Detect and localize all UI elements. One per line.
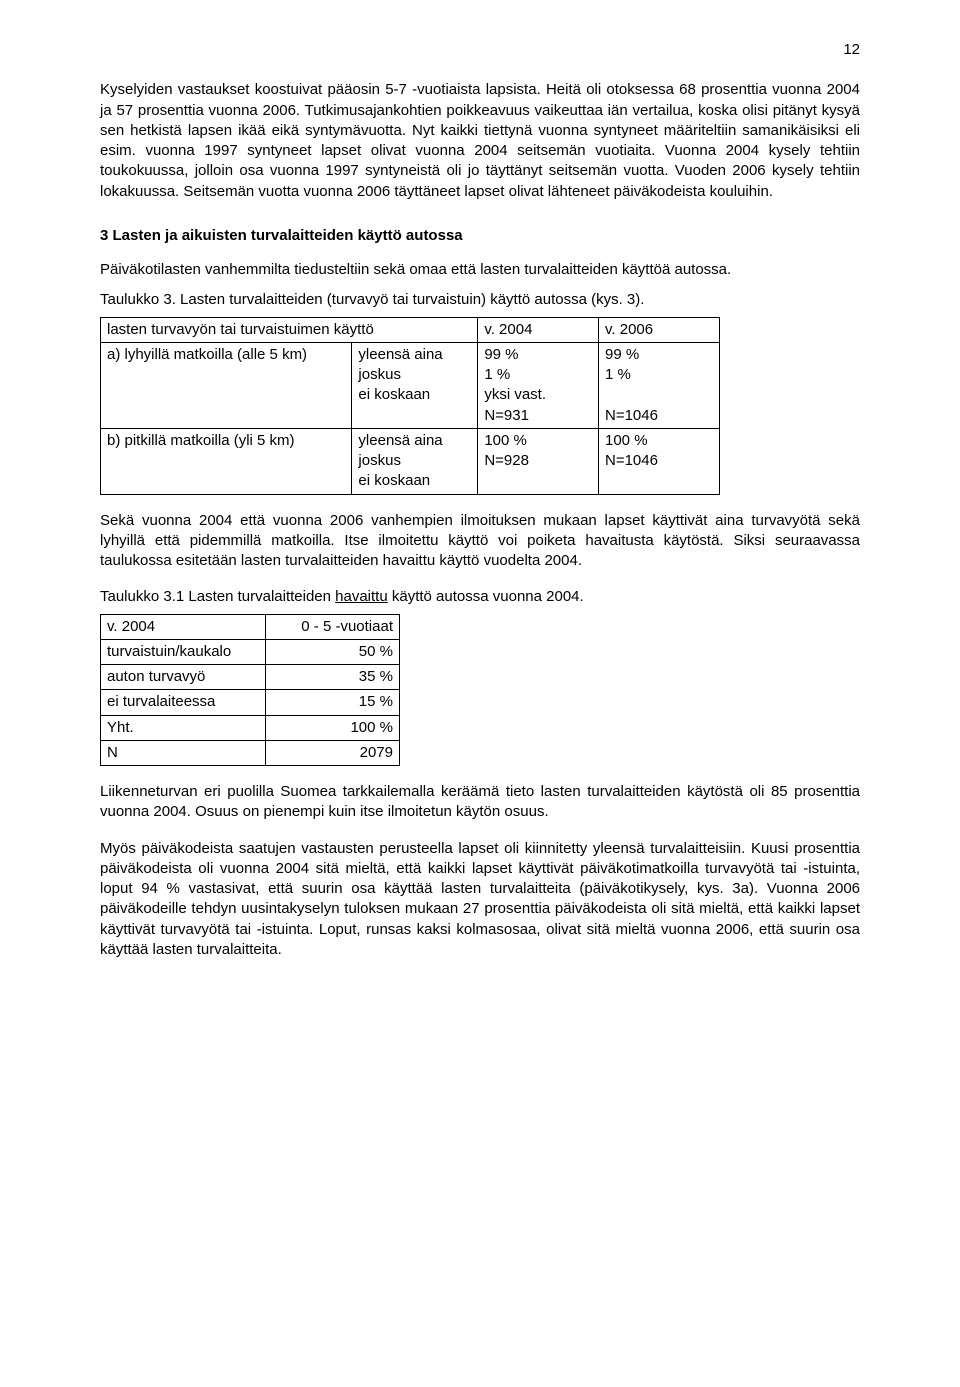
cell-line: 99 % [605,346,639,363]
table-cell: 100 % [266,715,400,740]
table-cell: 100 % N=928 [478,428,599,494]
table-row: a) lyhyillä matkoilla (alle 5 km) yleens… [101,342,720,428]
cell-line: N=928 [484,452,529,469]
table-row: Yht. 100 % [101,715,400,740]
paragraph-1: Kyselyiden vastaukset koostuivat pääosin… [100,80,860,202]
table-row: b) pitkillä matkoilla (yli 5 km) yleensä… [101,428,720,494]
caption-text: käyttö autossa vuonna 2004. [388,588,584,605]
paragraph-2: Päiväkotilasten vanhemmilta tiedusteltii… [100,260,860,280]
table-cell: turvaistuin/kaukalo [101,639,266,664]
cell-line: ei koskaan [358,386,430,403]
table-3-1: v. 2004 0 - 5 -vuotiaat turvaistuin/kauk… [100,614,400,767]
table-cell: b) pitkillä matkoilla (yli 5 km) [101,428,352,494]
cell-line: 1 % [605,366,631,383]
table-cell: 15 % [266,690,400,715]
table-cell: Yht. [101,715,266,740]
caption-underlined: havaittu [335,588,388,605]
table-cell: ei turvalaiteessa [101,690,266,715]
table-cell: 50 % [266,639,400,664]
table-header-cell: v. 2004 [101,614,266,639]
document-page: 12 Kyselyiden vastaukset koostuivat pääo… [50,0,910,1026]
cell-line: joskus [358,366,401,383]
table-row: turvaistuin/kaukalo 50 % [101,639,400,664]
table-header-cell: lasten turvavyön tai turvaistuimen käytt… [101,317,478,342]
cell-line: N=1046 [605,407,658,424]
cell-line: N=931 [484,407,529,424]
table-cell: 100 % N=1046 [599,428,720,494]
section-heading-3: 3 Lasten ja aikuisten turvalaitteiden kä… [100,226,860,246]
cell-line: 100 % [605,432,648,449]
table-cell: 99 % 1 % yksi vast. N=931 [478,342,599,428]
table-row: auton turvavyö 35 % [101,665,400,690]
table-row: ei turvalaiteessa 15 % [101,690,400,715]
paragraph-4: Liikenneturvan eri puolilla Suomea tarkk… [100,782,860,823]
cell-line: 100 % [484,432,527,449]
cell-line: 1 % [484,366,510,383]
paragraph-5: Myös päiväkodeista saatujen vastausten p… [100,839,860,961]
table-cell: yleensä aina joskus ei koskaan [352,342,478,428]
table3-caption: Taulukko 3. Lasten turvalaitteiden (turv… [100,290,860,310]
cell-line: joskus [358,452,401,469]
table-cell: N [101,740,266,765]
table-cell: auton turvavyö [101,665,266,690]
cell-line: yleensä aina [358,346,442,363]
table-header-cell: 0 - 5 -vuotiaat [266,614,400,639]
table-row: v. 2004 0 - 5 -vuotiaat [101,614,400,639]
table31-caption: Taulukko 3.1 Lasten turvalaitteiden hava… [100,587,860,607]
paragraph-3: Sekä vuonna 2004 että vuonna 2006 vanhem… [100,511,860,572]
table-header-cell: v. 2004 [478,317,599,342]
cell-line: ei koskaan [358,472,430,489]
caption-text: Taulukko 3.1 Lasten turvalaitteiden [100,588,335,605]
table-cell: 35 % [266,665,400,690]
table-row: lasten turvavyön tai turvaistuimen käytt… [101,317,720,342]
table-cell: 99 % 1 % N=1046 [599,342,720,428]
page-number: 12 [100,40,860,60]
table-row: N 2079 [101,740,400,765]
cell-line: yksi vast. [484,386,546,403]
cell-line: yleensä aina [358,432,442,449]
cell-line: 99 % [484,346,518,363]
table-header-cell: v. 2006 [599,317,720,342]
table-cell: yleensä aina joskus ei koskaan [352,428,478,494]
table-3: lasten turvavyön tai turvaistuimen käytt… [100,317,720,495]
table-cell: a) lyhyillä matkoilla (alle 5 km) [101,342,352,428]
cell-line: N=1046 [605,452,658,469]
table-cell: 2079 [266,740,400,765]
